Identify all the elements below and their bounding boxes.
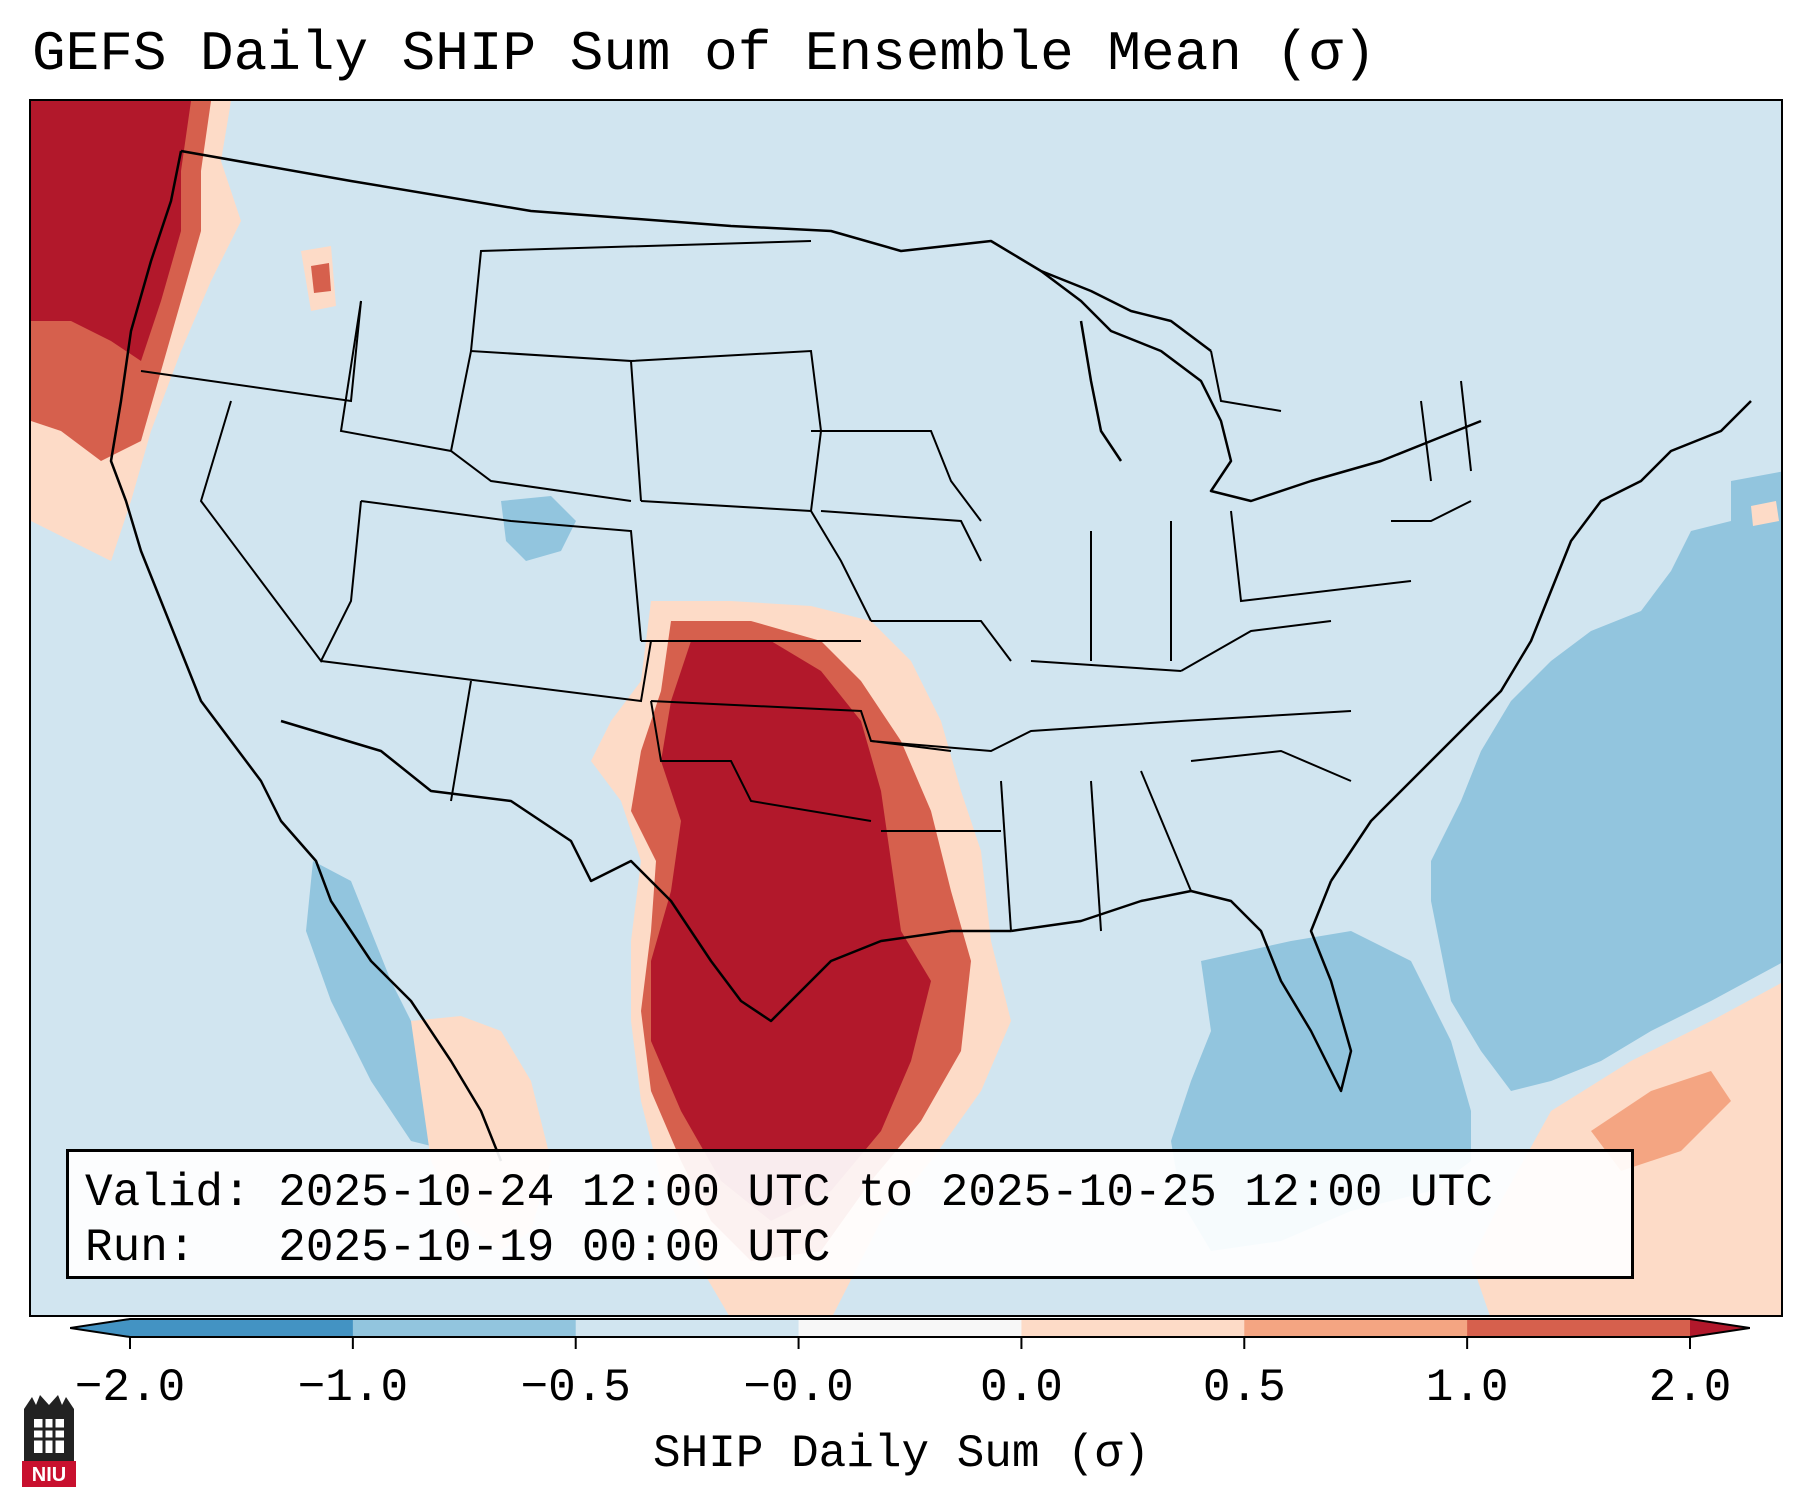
pnw-strong-positive — [31, 101, 191, 361]
niu-logo: NIU — [22, 1395, 76, 1487]
colorbar-tick-label: −0.0 — [743, 1362, 854, 1414]
colorbar-tick-label: −2.0 — [74, 1362, 186, 1414]
coastlines-and-borders — [109, 149, 1752, 1162]
run-time: 2025-10-19 00:00 UTC — [278, 1222, 831, 1274]
newengland-positive-spot — [1751, 501, 1779, 526]
map-panel — [29, 99, 1783, 1317]
colorbar-segment — [352, 1319, 577, 1337]
colorbar-tick-label: −0.5 — [520, 1362, 631, 1414]
colorbar-tick-label: −1.0 — [297, 1362, 409, 1414]
colorbar-label: SHIP Daily Sum (σ) — [653, 1428, 1150, 1480]
colorbar-extend-low — [70, 1319, 130, 1337]
colorbar-segment — [798, 1319, 1022, 1337]
colorbar-tick-label: 0.5 — [1202, 1362, 1286, 1414]
colorbar-segment — [130, 1319, 354, 1337]
colorbar-tick-label: 0.0 — [980, 1362, 1063, 1414]
atlantic-negative-region — [1431, 471, 1781, 1091]
colorbar-segment — [1021, 1319, 1245, 1337]
logo-text: NIU — [32, 1464, 66, 1486]
map-title: GEFS Daily SHIP Sum of Ensemble Mean (σ) — [32, 22, 1377, 86]
caribbean-moderate-positive — [1591, 1071, 1731, 1171]
colorbar-tick-label: 2.0 — [1648, 1362, 1732, 1414]
plains-strong-positive — [651, 641, 931, 1221]
colorbar-segment — [1244, 1319, 1468, 1337]
idaho-moderate-spot — [311, 263, 331, 293]
colorbar-extend-high — [1690, 1319, 1750, 1337]
state-boundaries — [140, 240, 1472, 932]
colorado-negative-spots — [501, 496, 576, 561]
run-label: Run: — [85, 1222, 196, 1274]
valid-label: Valid: — [85, 1167, 251, 1219]
anomaly-map — [31, 101, 1781, 1315]
valid-run-info-box: Valid: 2025-10-24 12:00 UTC to 2025-10-2… — [66, 1149, 1634, 1279]
colorbar-segment — [1467, 1319, 1691, 1337]
valid-time-range: 2025-10-24 12:00 UTC to 2025-10-25 12:00… — [278, 1167, 1493, 1219]
colorbar-segment — [575, 1319, 800, 1337]
colorbar — [70, 1318, 1750, 1349]
colorbar-tick-label: 1.0 — [1425, 1362, 1509, 1414]
